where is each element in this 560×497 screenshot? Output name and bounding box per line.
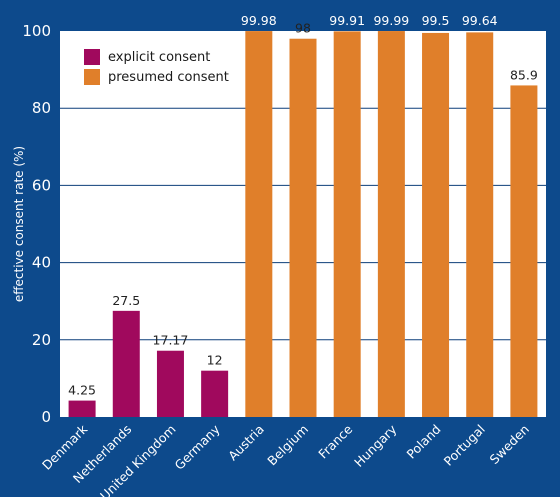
bar-united-kingdom xyxy=(156,350,184,417)
data-label: 99.64 xyxy=(462,13,498,28)
bar-poland xyxy=(422,32,450,418)
data-label: 99.99 xyxy=(373,13,409,28)
x-tick-label: Poland xyxy=(404,422,444,462)
bar-germany xyxy=(201,370,229,417)
x-tick-label: Portugal xyxy=(441,422,488,469)
data-label: 12 xyxy=(207,353,223,368)
bar-austria xyxy=(245,31,273,417)
legend-label-presumed: presumed consent xyxy=(108,70,229,85)
x-tick-label: Austria xyxy=(225,422,267,464)
data-label: 85.9 xyxy=(510,67,538,82)
y-axis-ticks: 0 20 40 60 80 100 xyxy=(22,22,51,426)
bar-hungary xyxy=(377,31,405,417)
y-tick-label: 40 xyxy=(32,254,51,272)
x-tick-label: Belgium xyxy=(264,422,311,469)
data-label: 17.17 xyxy=(153,333,189,348)
x-tick-label: Germany xyxy=(172,421,224,473)
x-tick-label: United Kingdom xyxy=(97,422,179,497)
x-tick-label: France xyxy=(315,421,355,461)
y-tick-label: 100 xyxy=(22,22,51,40)
legend: explicit consent presumed consent xyxy=(84,49,229,85)
data-label: 99.98 xyxy=(241,13,277,28)
y-tick-label: 80 xyxy=(32,99,51,117)
bar-france xyxy=(333,31,361,417)
data-label: 99.5 xyxy=(422,13,450,28)
x-tick-label: Sweden xyxy=(486,422,532,468)
bar-portugal xyxy=(466,32,494,418)
bar-denmark xyxy=(68,400,96,417)
x-tick-label: Hungary xyxy=(351,421,400,470)
y-axis-label: effective consent rate (%) xyxy=(12,146,26,302)
data-label: 4.25 xyxy=(68,383,96,398)
legend-swatch-explicit xyxy=(84,49,100,65)
data-label: 98 xyxy=(295,21,311,36)
legend-label-explicit: explicit consent xyxy=(108,50,210,65)
y-tick-label: 60 xyxy=(32,176,51,194)
bar-sweden xyxy=(510,85,538,418)
data-labels: 4.25 27.5 17.17 12 99.98 98 99.91 99.99 99.5 99.6… xyxy=(68,13,538,398)
bars xyxy=(68,31,538,418)
bar-netherlands xyxy=(112,310,140,417)
data-label: 99.91 xyxy=(329,13,365,28)
y-tick-label: 20 xyxy=(32,331,51,349)
legend-swatch-presumed xyxy=(84,69,100,85)
bar-belgium xyxy=(289,38,317,417)
y-tick-label: 0 xyxy=(41,408,51,426)
data-label: 27.5 xyxy=(112,293,140,308)
